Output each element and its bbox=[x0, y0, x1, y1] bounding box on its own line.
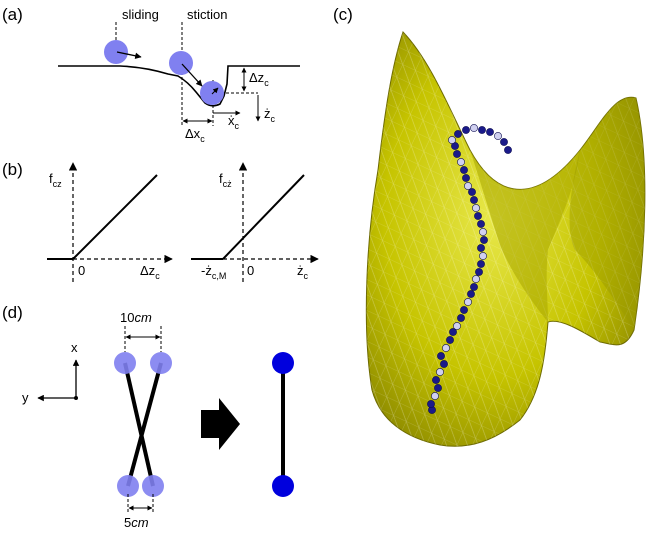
right-neg-label: -żc,M bbox=[201, 263, 226, 281]
leg-foot-top-left bbox=[114, 352, 136, 374]
xdot-label: ẋc bbox=[228, 113, 240, 131]
panel-c-label: (c) bbox=[333, 5, 353, 24]
right-zero-label: 0 bbox=[247, 263, 254, 278]
stiction-label: stiction bbox=[187, 7, 227, 22]
trajectory-sphere bbox=[475, 268, 483, 276]
trajectory-sphere bbox=[480, 236, 488, 244]
panel-b-label: (b) bbox=[2, 160, 23, 179]
trajectory-sphere bbox=[468, 188, 476, 196]
plot-force-position: fcz 0 Δzc bbox=[47, 162, 173, 282]
stiction-velocity-arrow bbox=[181, 63, 203, 87]
panel-d: (d) x y 10cm 5cm bbox=[2, 303, 294, 530]
crossed-leg-2 bbox=[126, 362, 163, 487]
trajectory-sphere bbox=[442, 344, 450, 352]
stiction-ball-bottom bbox=[200, 81, 224, 105]
plot-force-velocity: fcż -żc,M 0 żc bbox=[191, 162, 319, 282]
trajectory-sphere bbox=[504, 146, 512, 154]
dz-label: Δzc bbox=[249, 70, 269, 88]
panel-a-label: (a) bbox=[2, 5, 23, 24]
trajectory-sphere bbox=[462, 126, 470, 134]
left-response-line bbox=[72, 174, 158, 260]
sliding-velocity-arrow bbox=[116, 51, 142, 59]
left-y-label: fcz bbox=[49, 171, 62, 189]
trajectory-sphere bbox=[486, 128, 494, 136]
trajectory-sphere bbox=[474, 212, 482, 220]
trajectory-sphere bbox=[436, 368, 444, 376]
panel-a: (a) sliding stiction Δzc żc ẋc Δxc bbox=[2, 5, 300, 144]
transform-arrow-icon bbox=[201, 398, 240, 450]
crossed-leg-1 bbox=[123, 362, 155, 487]
trajectory-sphere bbox=[472, 275, 480, 283]
y-axis-label: y bbox=[22, 390, 29, 405]
trajectory-sphere bbox=[453, 150, 461, 158]
trajectory-sphere bbox=[470, 124, 478, 132]
right-response-line bbox=[222, 174, 305, 260]
top-dimension-label: 10cm bbox=[120, 310, 152, 325]
right-y-label: fcż bbox=[219, 171, 232, 189]
sliding-ball bbox=[104, 40, 128, 64]
left-x-label: Δzc bbox=[140, 263, 160, 281]
trajectory-sphere bbox=[431, 392, 439, 400]
trajectory-sphere bbox=[472, 204, 480, 212]
dx-label: Δxc bbox=[185, 126, 205, 144]
trajectory-sphere bbox=[467, 290, 475, 298]
stiction-velocity-arrow-2 bbox=[211, 87, 219, 95]
trajectory-sphere bbox=[479, 252, 487, 260]
trajectory-sphere bbox=[449, 328, 457, 336]
saddle-fold bbox=[470, 150, 580, 322]
trajectory-sphere bbox=[460, 306, 468, 314]
trajectory-sphere bbox=[477, 244, 485, 252]
trajectory-sphere bbox=[440, 360, 448, 368]
trajectory-sphere bbox=[500, 138, 508, 146]
trajectory-sphere bbox=[462, 174, 470, 182]
trajectory-sphere bbox=[464, 182, 472, 190]
trajectory-sphere bbox=[457, 314, 465, 322]
trajectory-sphere bbox=[434, 384, 442, 392]
trajectory-sphere bbox=[477, 220, 485, 228]
sliding-label: sliding bbox=[122, 7, 159, 22]
zdot-label: żc bbox=[264, 106, 276, 124]
trajectory-sphere bbox=[477, 260, 485, 268]
surface-profile bbox=[58, 65, 300, 107]
saddle-right-wing bbox=[569, 97, 645, 330]
equivalent-node-bottom bbox=[272, 475, 294, 497]
frame-origin bbox=[74, 396, 78, 400]
trajectory-sphere bbox=[478, 126, 486, 134]
panel-b: (b) fcz 0 Δzc fcż -żc,M 0 żc bbox=[2, 160, 319, 282]
x-axis-label: x bbox=[71, 340, 78, 355]
panel-d-label: (d) bbox=[2, 303, 23, 322]
trajectory-sphere bbox=[432, 376, 440, 384]
right-x-label: żc bbox=[297, 263, 309, 281]
panel-c: (c) bbox=[333, 5, 646, 447]
leg-foot-bottom-right bbox=[142, 475, 164, 497]
leg-foot-top-right bbox=[150, 352, 172, 374]
trajectory-sphere bbox=[460, 166, 468, 174]
trajectory-sphere bbox=[446, 336, 454, 344]
trajectory-sphere bbox=[453, 322, 461, 330]
trajectory-sphere bbox=[427, 400, 435, 408]
bottom-dimension-label: 5cm bbox=[124, 515, 149, 530]
trajectory-sphere bbox=[448, 136, 456, 144]
trajectory-sphere bbox=[457, 158, 465, 166]
trajectory-sphere bbox=[470, 196, 478, 204]
trajectory-sphere bbox=[470, 283, 478, 291]
equivalent-node-top bbox=[272, 352, 294, 374]
trajectory-sphere bbox=[437, 352, 445, 360]
trajectory-sphere bbox=[479, 228, 487, 236]
trajectory-sphere bbox=[464, 298, 472, 306]
robot-trajectory bbox=[427, 124, 512, 414]
trajectory-sphere bbox=[454, 130, 462, 138]
left-zero-label: 0 bbox=[78, 263, 85, 278]
leg-foot-bottom-left bbox=[117, 475, 139, 497]
trajectory-sphere bbox=[494, 132, 502, 140]
